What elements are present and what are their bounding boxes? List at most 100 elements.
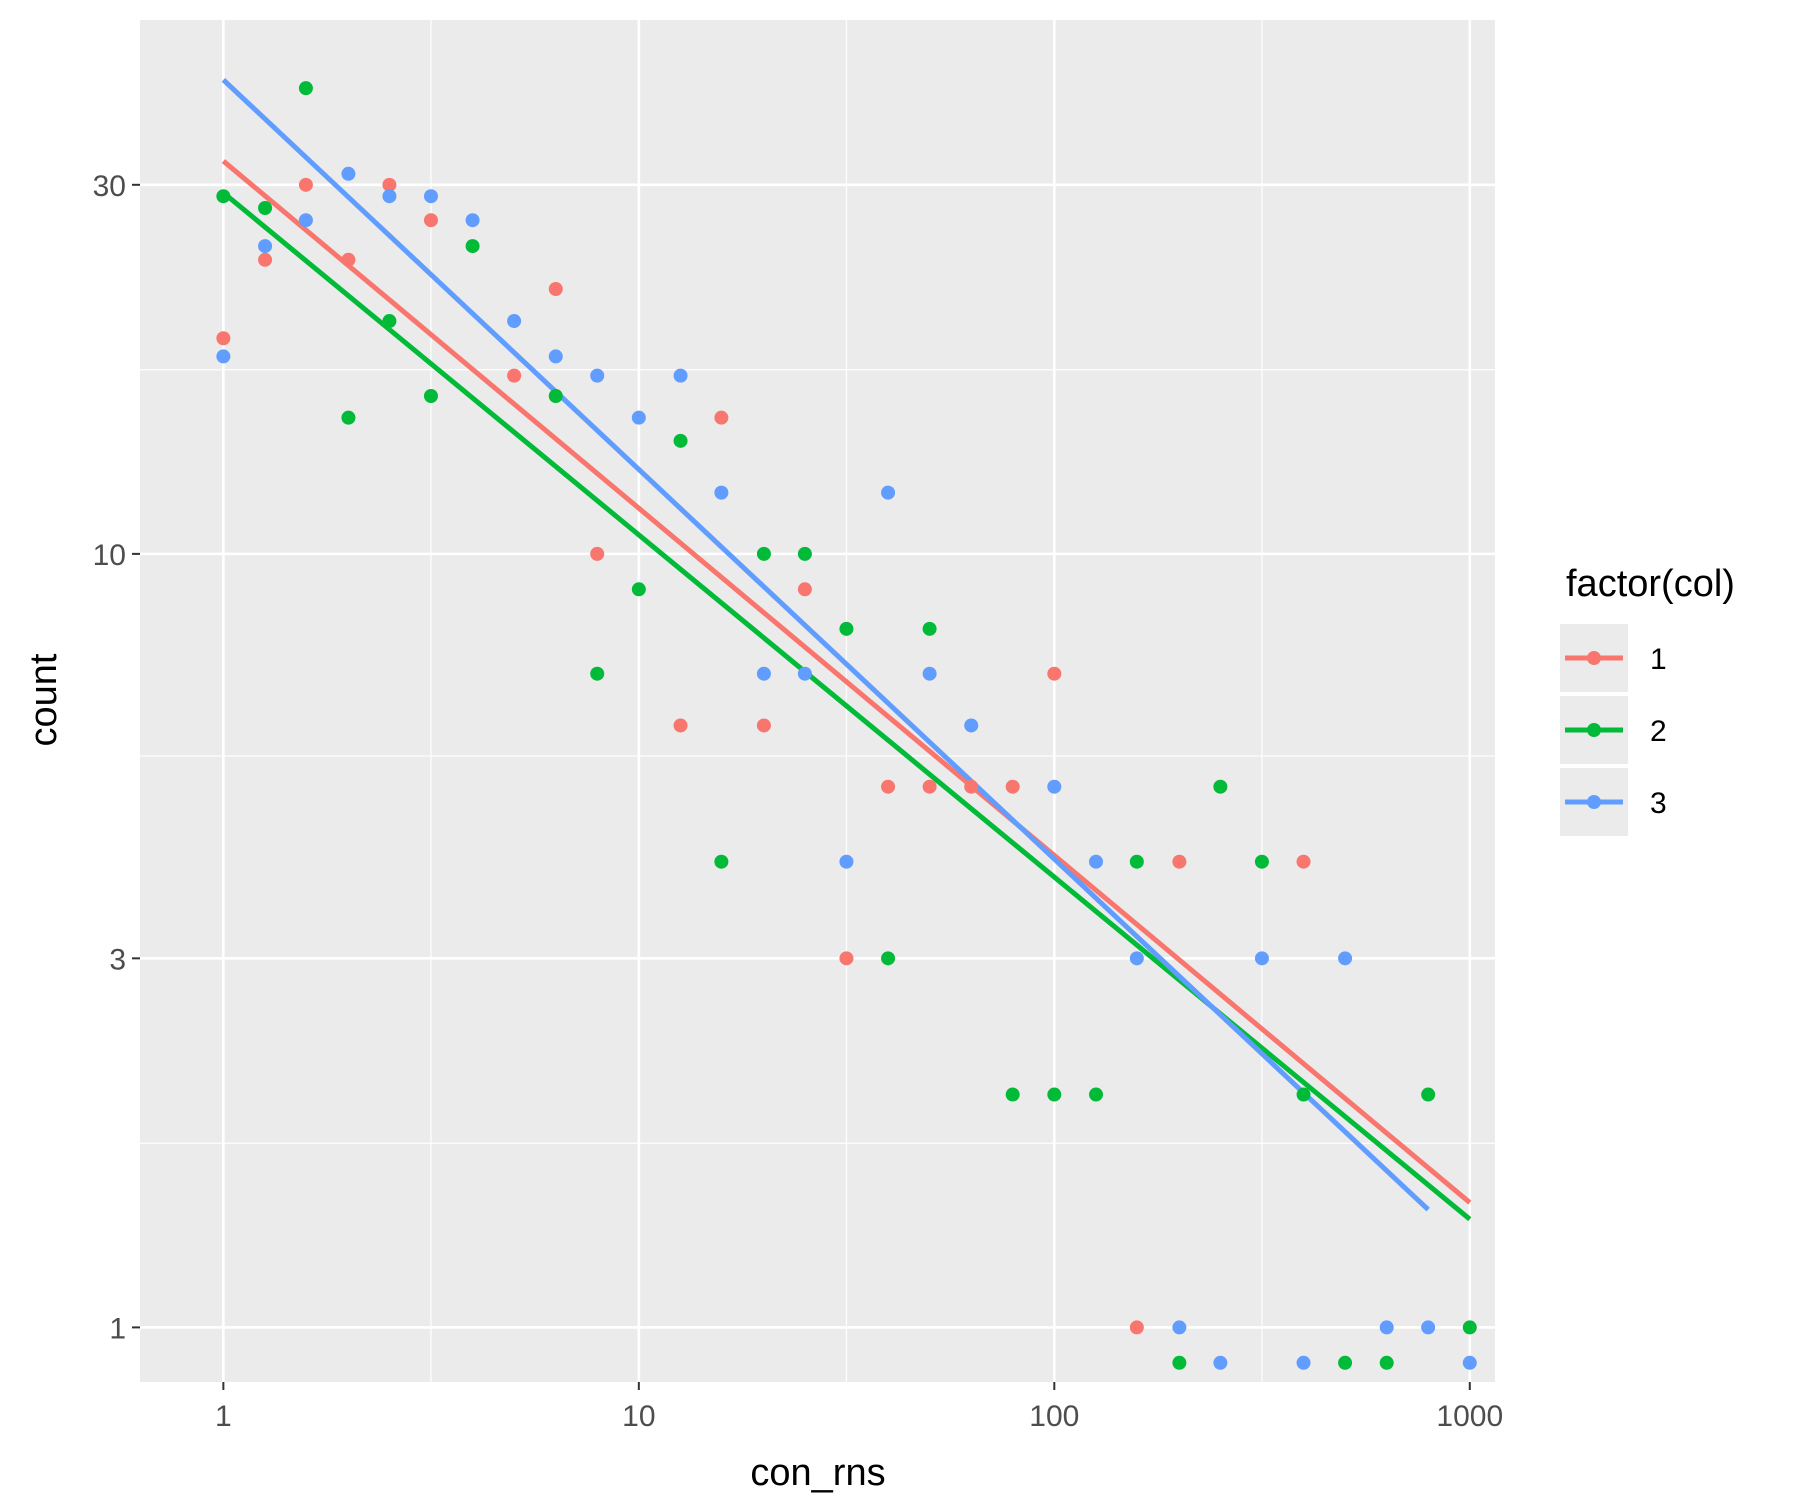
data-point-series-3 (298, 213, 313, 228)
axes: 1 10 100 1000 1 3 10 30 (93, 170, 1504, 1433)
data-point-series-2 (714, 854, 729, 869)
plot-panel (140, 20, 1495, 1382)
data-point-series-1 (756, 718, 771, 733)
data-point-series-1 (1172, 854, 1187, 869)
legend: factor(col) 1 2 3 (1560, 563, 1735, 836)
data-point-series-3 (1421, 1320, 1436, 1335)
data-point-series-1 (714, 410, 729, 425)
data-point-series-3 (507, 314, 522, 329)
data-point-series-3 (465, 213, 480, 228)
data-point-series-1 (548, 282, 563, 297)
data-point-series-2 (258, 200, 273, 215)
data-point-series-2 (216, 189, 231, 204)
data-point-series-1 (1005, 779, 1020, 794)
data-point-series-1 (1129, 1320, 1144, 1335)
data-point-series-3 (216, 349, 231, 364)
legend-key-point (1587, 795, 1601, 809)
data-point-series-3 (964, 718, 979, 733)
data-point-series-2 (341, 410, 356, 425)
data-point-series-2 (1462, 1320, 1477, 1335)
data-point-series-3 (1462, 1355, 1477, 1370)
data-point-series-3 (341, 166, 356, 181)
data-point-series-1 (590, 546, 605, 561)
data-point-series-3 (590, 368, 605, 383)
legend-key-point (1587, 723, 1601, 737)
data-point-series-1 (881, 779, 896, 794)
data-point-series-1 (1296, 854, 1311, 869)
x-tick-label: 10 (622, 1400, 655, 1433)
minor-gridlines (140, 20, 1495, 1382)
data-point-series-3 (839, 854, 854, 869)
data-point-series-3 (881, 485, 896, 500)
trend-lines (221, 78, 1472, 1222)
legend-key-point (1587, 651, 1601, 665)
data-point-series-3 (631, 410, 646, 425)
data-point-series-3 (423, 189, 438, 204)
trend-line-series-1 (221, 159, 1472, 1205)
data-point-series-3 (673, 368, 688, 383)
y-tick-label: 1 (109, 1312, 126, 1345)
data-point-series-2 (1296, 1087, 1311, 1102)
data-point-series-3 (1129, 951, 1144, 966)
data-point-series-1 (839, 951, 854, 966)
data-point-series-2 (673, 433, 688, 448)
data-point-series-3 (797, 666, 812, 681)
data-point-series-3 (1089, 854, 1104, 869)
data-point-series-1 (964, 779, 979, 794)
data-point-series-2 (1089, 1087, 1104, 1102)
legend-label: 2 (1650, 715, 1667, 748)
data-point-series-2 (1129, 854, 1144, 869)
trend-line-series-3 (221, 78, 1430, 1212)
data-point-series-3 (1254, 951, 1269, 966)
legend-label: 1 (1650, 643, 1667, 676)
data-point-series-2 (1005, 1087, 1020, 1102)
data-points (216, 81, 1477, 1370)
data-point-series-3 (714, 485, 729, 500)
x-tick-label: 1 (215, 1400, 232, 1433)
data-point-series-1 (423, 213, 438, 228)
data-point-series-3 (922, 666, 937, 681)
data-point-series-1 (382, 177, 397, 192)
y-axis-title: count (23, 653, 65, 746)
data-point-series-2 (548, 388, 563, 403)
data-point-series-1 (216, 331, 231, 346)
data-point-series-2 (1172, 1355, 1187, 1370)
data-point-series-2 (465, 239, 480, 254)
legend-title: factor(col) (1566, 563, 1735, 605)
data-point-series-1 (258, 252, 273, 267)
x-tick-label: 100 (1029, 1400, 1079, 1433)
data-point-series-2 (631, 582, 646, 597)
data-point-series-1 (507, 368, 522, 383)
data-point-series-3 (1296, 1355, 1311, 1370)
data-point-series-2 (1047, 1087, 1062, 1102)
data-point-series-3 (1338, 951, 1353, 966)
data-point-series-2 (590, 666, 605, 681)
data-point-series-2 (922, 621, 937, 636)
data-point-series-2 (881, 951, 896, 966)
data-point-series-3 (756, 666, 771, 681)
data-point-series-2 (1213, 779, 1228, 794)
data-point-series-1 (922, 779, 937, 794)
y-tick-label: 30 (93, 170, 126, 203)
data-point-series-3 (258, 239, 273, 254)
data-point-series-2 (298, 81, 313, 96)
data-point-series-3 (1213, 1355, 1228, 1370)
data-point-series-1 (673, 718, 688, 733)
data-point-series-1 (797, 582, 812, 597)
x-axis-title: con_rns (750, 1452, 885, 1494)
data-point-series-2 (839, 621, 854, 636)
data-point-series-2 (423, 388, 438, 403)
data-point-series-2 (797, 546, 812, 561)
data-point-series-1 (341, 252, 356, 267)
data-point-series-2 (1338, 1355, 1353, 1370)
y-tick-label: 3 (109, 943, 126, 976)
data-point-series-2 (1421, 1087, 1436, 1102)
data-point-series-3 (1172, 1320, 1187, 1335)
data-point-series-2 (382, 314, 397, 329)
legend-label: 3 (1650, 787, 1667, 820)
trend-line-series-2 (221, 190, 1472, 1222)
y-tick-label: 10 (93, 539, 126, 572)
data-point-series-3 (548, 349, 563, 364)
data-point-series-2 (1254, 854, 1269, 869)
